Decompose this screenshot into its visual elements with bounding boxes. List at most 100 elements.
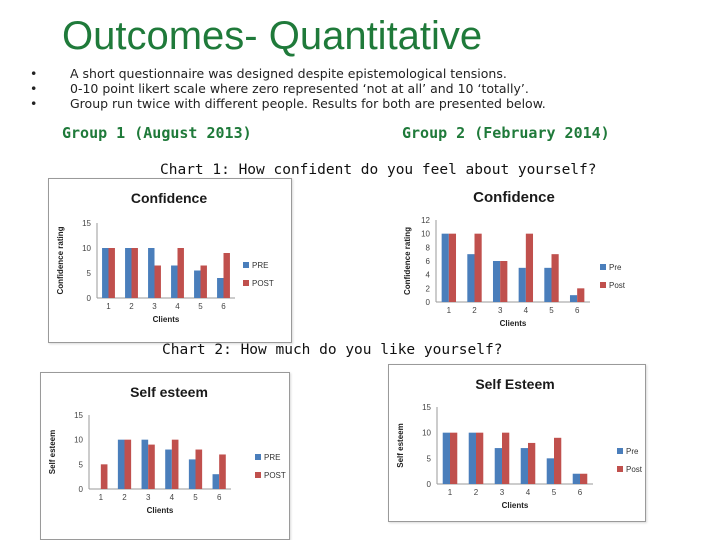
x-tick-label: 3 [498,306,503,315]
x-tick-label: 3 [146,493,151,502]
bullet-text: A short questionnaire was designed despi… [70,66,507,81]
group-1-label: Group 1 (August 2013) [62,124,252,142]
x-tick-label: 1 [99,493,104,502]
chart-svg: Self esteem 0 5 10 15 Self esteem 1 2 3 4 5 6 Client… [48,384,286,515]
bar-post-client-5 [551,254,559,302]
x-tick-label: 3 [152,302,157,311]
y-tick-label: 5 [79,460,84,469]
y-tick-label: 15 [74,411,83,420]
chart-title: Self Esteem [475,376,554,392]
y-tick-label: 4 [426,271,431,280]
y-tick-label: 10 [74,436,83,445]
bar-pre-client-1 [442,432,450,484]
bar-post-client-2 [124,439,132,489]
chart-title: Confidence [131,190,207,206]
x-axis-label: Clients [153,315,180,324]
bullet-item: • A short questionnaire was designed desp… [30,66,710,81]
bar-pre-client-6 [569,295,578,302]
x-tick-label: 1 [106,302,111,311]
bar-post-client-2 [131,248,138,298]
bar-post-client-4 [525,233,534,302]
legend-swatch-post [255,472,261,478]
legend-swatch-post [243,280,249,286]
legend-swatch-pre [617,448,623,454]
bar-post-client-1 [100,464,108,489]
x-tick-label: 1 [448,488,453,497]
x-tick-label: 2 [122,493,127,502]
x-tick-label: 5 [549,306,554,315]
bar-pre-client-6 [212,474,220,489]
bullet-text: 0-10 point likert scale where zero repre… [70,81,529,96]
chart-title: Self esteem [130,384,208,400]
x-tick-label: 5 [552,488,557,497]
bar-post-client-6 [219,454,226,489]
self-esteem-chart-group-1: Self esteem 0 5 10 15 Self esteem 1 2 3 4 5 6 Client… [40,372,290,540]
bar-post-client-5 [200,265,207,298]
y-tick-label: 5 [427,454,432,463]
y-tick-label: 5 [87,269,92,278]
bar-post-client-5 [554,437,562,484]
bar-pre-client-2 [468,432,476,484]
bar-pre-client-4 [165,449,172,489]
x-axis-label: Clients [502,501,529,510]
x-tick-label: 1 [447,306,452,315]
x-tick-label: 6 [221,302,226,311]
bullet-item: • Group run twice with different people. … [30,96,710,111]
bar-post-client-3 [502,432,510,484]
bullet-text: Group run twice with different people. R… [70,96,546,111]
legend-label-post: POST [252,279,274,288]
y-tick-label: 15 [82,219,91,228]
x-tick-label: 2 [472,306,477,315]
chart-svg: Self Esteem 0 5 10 15 Self esteem 1 2 3 4 5 6 Client… [396,376,643,510]
y-axis-label: Confidence rating [403,227,412,295]
x-tick-label: 5 [193,493,198,502]
legend-label-pre: PRE [264,453,280,462]
bar-pre-client-4 [518,267,526,302]
legend-label-pre: PRE [252,261,268,270]
bullet-dot: • [30,96,38,111]
bullet-dot: • [30,66,38,81]
y-tick-label: 8 [426,243,431,252]
bullet-item: • 0-10 point likert scale where zero repr… [30,81,710,96]
bar-pre-client-1 [441,233,449,302]
bar-post-client-6 [577,288,585,302]
y-tick-label: 10 [82,244,91,253]
chart-2-heading: Chart 2: How much do you like yourself? [162,342,503,358]
bar-pre-client-2 [467,254,475,302]
confidence-chart-group-1: Confidence 0 5 10 15 Confidence rating 1 2 3 4 5 6 C… [48,178,292,343]
y-tick-label: 0 [79,485,84,494]
y-axis-label: Self esteem [48,430,57,474]
bar-pre-client-2 [125,248,132,298]
bar-post-client-6 [580,473,588,484]
x-tick-label: 6 [578,488,583,497]
legend-label-pre: Pre [626,447,639,456]
x-tick-label: 4 [170,493,175,502]
bar-post-client-2 [474,233,482,302]
group-2-label: Group 2 (February 2014) [402,124,610,142]
bar-pre-client-5 [546,458,554,484]
y-tick-label: 15 [422,403,431,412]
x-tick-label: 3 [500,488,505,497]
y-tick-label: 2 [426,284,431,293]
bar-pre-client-3 [494,448,502,484]
y-tick-label: 0 [426,298,431,307]
bar-pre-client-6 [217,278,224,298]
x-tick-label: 2 [129,302,134,311]
legend-label-post: POST [264,471,286,480]
bar-pre-client-4 [520,448,528,484]
bar-post-client-1 [450,432,458,484]
bar-pre-client-2 [117,439,125,489]
y-tick-label: 12 [421,216,430,225]
x-tick-label: 4 [524,306,529,315]
confidence-chart-group-2: Confidence 0 2 4 6 8 10 12 Confidence rating 1 2 3 4… [396,180,648,340]
bar-post-client-3 [500,261,508,302]
bar-post-client-5 [195,449,203,489]
legend-swatch-pre [243,262,249,268]
bar-post-client-4 [177,248,184,298]
bar-pre-client-3 [148,248,155,298]
legend-swatch-pre [600,264,606,270]
bar-pre-client-3 [141,439,149,489]
chart-1-heading: Chart 1: How confident do you feel about… [160,162,597,178]
y-tick-label: 6 [426,257,431,266]
